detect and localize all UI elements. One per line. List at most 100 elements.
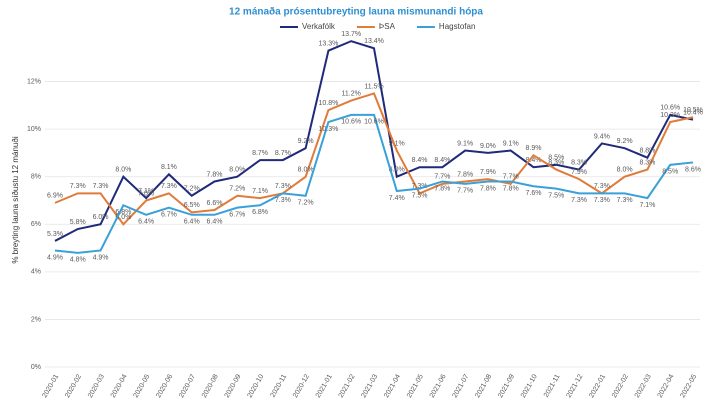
data-label: 7.3% [594, 183, 610, 190]
y-tick-label: 10% [27, 126, 41, 133]
data-label: 10.3% [660, 112, 680, 119]
data-label: 4.9% [47, 254, 63, 261]
data-label: 6.0% [93, 214, 109, 221]
x-tick-label: 2022-01 [588, 373, 607, 399]
data-label: 6.7% [161, 211, 177, 218]
data-label: 6.7% [229, 211, 245, 218]
x-tick-label: 2021-03 [360, 373, 379, 399]
data-label: 5.8% [70, 219, 86, 226]
data-label: 7.2% [184, 186, 200, 193]
data-label: 8.3% [571, 159, 587, 166]
x-tick-label: 2021-11 [543, 373, 562, 398]
x-tick-label: 2022-03 [634, 373, 653, 399]
data-label: 13.4% [364, 38, 384, 45]
data-label: 9.4% [594, 133, 610, 140]
data-label: 8.0% [229, 167, 245, 174]
x-tick-label: 2021-08 [474, 373, 493, 399]
data-label: 7.5% [548, 192, 564, 199]
data-label: 7.8% [207, 171, 223, 178]
x-tick-label: 2022-02 [611, 373, 630, 399]
data-label: 8.5% [548, 155, 564, 162]
legend-label: ÞSA [379, 22, 396, 31]
data-label: 8.0% [389, 167, 405, 174]
data-label: 7.3% [594, 197, 610, 204]
x-tick-label: 2020-06 [155, 373, 174, 399]
legend-label: Verkafólk [302, 22, 336, 31]
data-label: 7.7% [434, 174, 450, 181]
data-label: 8.1% [161, 164, 177, 171]
x-tick-label: 2020-09 [224, 373, 243, 399]
data-label: 9.1% [457, 140, 473, 147]
data-label: 7.1% [138, 188, 154, 195]
x-tick-label: 2020-07 [178, 373, 197, 399]
x-tick-label: 2021-04 [383, 373, 402, 399]
x-tick-label: 2021-09 [497, 373, 516, 399]
data-label: 10.6% [341, 119, 361, 126]
data-label: 8.4% [434, 157, 450, 164]
data-label: 8.6% [685, 166, 701, 173]
data-label: 6.4% [138, 219, 154, 226]
x-tick-label: 2022-04 [657, 373, 676, 399]
x-tick-label: 2022-05 [679, 373, 698, 399]
data-label: 7.8% [480, 185, 496, 192]
y-tick-label: 12% [27, 78, 41, 85]
data-label: 9.2% [298, 138, 314, 145]
data-label: 7.7% [457, 188, 473, 195]
data-label: 7.9% [571, 169, 587, 176]
x-tick-label: 2020-10 [246, 373, 265, 399]
data-label: 8.8% [639, 148, 655, 155]
data-label: 7.0% [138, 190, 154, 197]
data-label: 6.4% [184, 219, 200, 226]
data-label: 8.9% [526, 145, 542, 152]
data-label: 7.3% [93, 183, 109, 190]
data-label: 6.9% [47, 193, 63, 200]
data-label: 8.4% [412, 157, 428, 164]
y-tick-label: 2% [31, 316, 41, 323]
data-label: 7.4% [389, 195, 405, 202]
data-label: 6.5% [184, 202, 200, 209]
x-tick-label: 2021-05 [406, 373, 425, 399]
data-label: 7.9% [480, 169, 496, 176]
data-label: 11.2% [342, 90, 361, 97]
y-tick-label: 4% [31, 269, 41, 276]
series-line [54, 113, 694, 254]
data-label: 9.2% [617, 138, 633, 145]
chart-title: 12 mánaða prósentubreyting launa mismuna… [229, 6, 483, 18]
data-label: 7.3% [70, 183, 86, 190]
data-label: 10.4% [683, 109, 703, 116]
data-label: 8.7% [252, 150, 268, 157]
x-tick-label: 2020-01 [41, 373, 60, 399]
y-axis-label: % breyting launa síðustu 12 mánuði [11, 136, 20, 263]
data-label: 13.7% [341, 31, 361, 38]
data-label: 7.1% [639, 202, 655, 209]
x-tick-label: 2021-01 [315, 373, 334, 399]
x-tick-label: 2020-12 [292, 373, 311, 399]
data-label: 5.3% [47, 231, 63, 238]
data-label: 10.6% [660, 105, 680, 112]
x-tick-label: 2021-07 [452, 373, 471, 399]
data-label: 7.1% [252, 188, 268, 195]
data-label: 6.8% [252, 209, 268, 216]
data-label: 7.6% [526, 190, 542, 197]
data-label: 7.8% [503, 185, 519, 192]
data-label: 4.9% [93, 254, 109, 261]
x-tick-label: 2021-06 [429, 373, 448, 399]
data-label: 6.0% [115, 214, 131, 221]
x-tick-label: 2020-02 [64, 373, 83, 399]
data-label: 4.8% [70, 257, 86, 264]
y-tick-label: 0% [31, 364, 41, 371]
data-label: 9.1% [389, 140, 405, 147]
x-tick-label: 2020-08 [201, 373, 220, 399]
data-label: 7.2% [298, 200, 314, 207]
data-label: 8.3% [639, 159, 655, 166]
data-label: 8.7% [275, 150, 291, 157]
data-label: 9.0% [480, 143, 496, 150]
data-label: 8.0% [115, 167, 131, 174]
y-tick-label: 8% [31, 174, 41, 181]
data-label: 6.4% [207, 219, 223, 226]
data-label: 7.3% [275, 197, 291, 204]
data-label: 7.7% [503, 174, 519, 181]
data-label: 7.3% [275, 183, 291, 190]
data-label: 7.8% [457, 171, 473, 178]
